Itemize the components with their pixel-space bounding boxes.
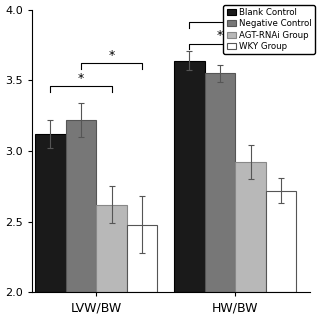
Bar	[235, 162, 266, 292]
Bar	[96, 205, 127, 292]
Bar	[66, 120, 96, 292]
Text: *: *	[232, 8, 238, 21]
Bar	[174, 60, 205, 292]
Legend: Blank Control, Negative Control, AGT-RNAi Group, WKY Group: Blank Control, Negative Control, AGT-RNA…	[223, 5, 315, 54]
Bar	[127, 225, 157, 292]
Text: *: *	[108, 49, 115, 62]
Bar	[35, 134, 66, 292]
Text: *: *	[78, 72, 84, 84]
Bar	[205, 73, 235, 292]
Bar	[266, 191, 296, 292]
Text: *: *	[217, 29, 223, 42]
